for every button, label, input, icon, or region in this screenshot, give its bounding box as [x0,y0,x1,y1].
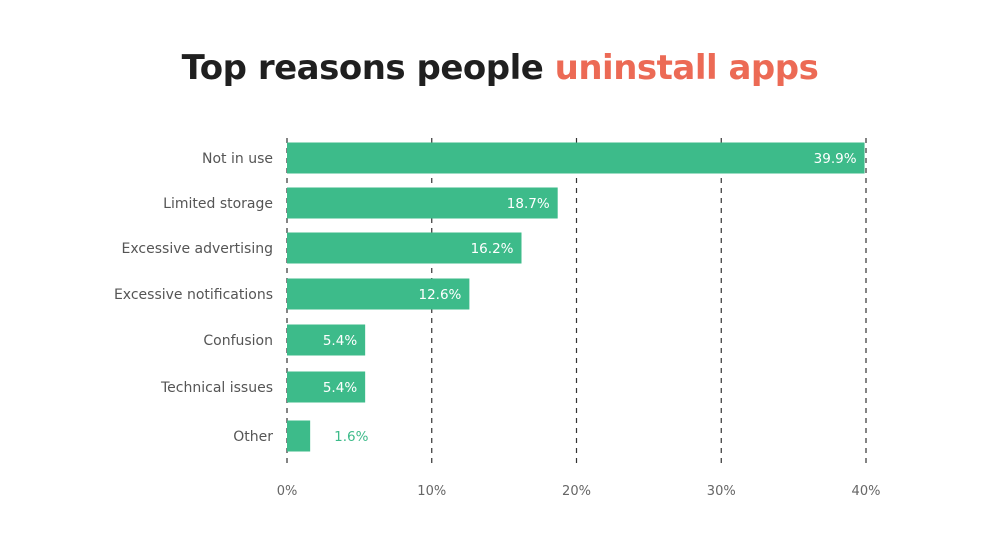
bar [287,232,522,264]
bar [287,278,470,310]
category-label: Not in use [202,151,273,167]
category-label: Excessive notifications [114,287,273,303]
value-label: 12.6% [418,287,461,303]
value-label: 5.4% [323,380,357,396]
title-accent: uninstall apps [554,48,819,88]
category-label: Confusion [203,333,273,349]
bar [287,187,558,219]
chart-title: Top reasons people uninstall apps [0,48,1000,88]
value-label: 5.4% [323,333,357,349]
value-label: 1.6% [334,429,368,445]
category-label: Other [233,429,273,445]
bar [287,371,366,403]
x-tick-label: 20% [562,484,591,499]
value-label: 18.7% [507,196,550,212]
title-main: Top reasons people [181,48,544,88]
category-label: Technical issues [160,380,273,396]
bar [287,142,865,174]
x-tick-label: 10% [417,484,446,499]
bar [287,324,366,356]
x-tick-label: 40% [852,484,881,499]
category-label: Limited storage [163,196,273,212]
value-label: 39.9% [814,151,857,167]
bar [287,420,311,452]
category-label: Excessive advertising [122,241,273,257]
x-tick-label: 30% [707,484,736,499]
x-tick-label: 0% [277,484,298,499]
value-label: 16.2% [471,241,514,257]
